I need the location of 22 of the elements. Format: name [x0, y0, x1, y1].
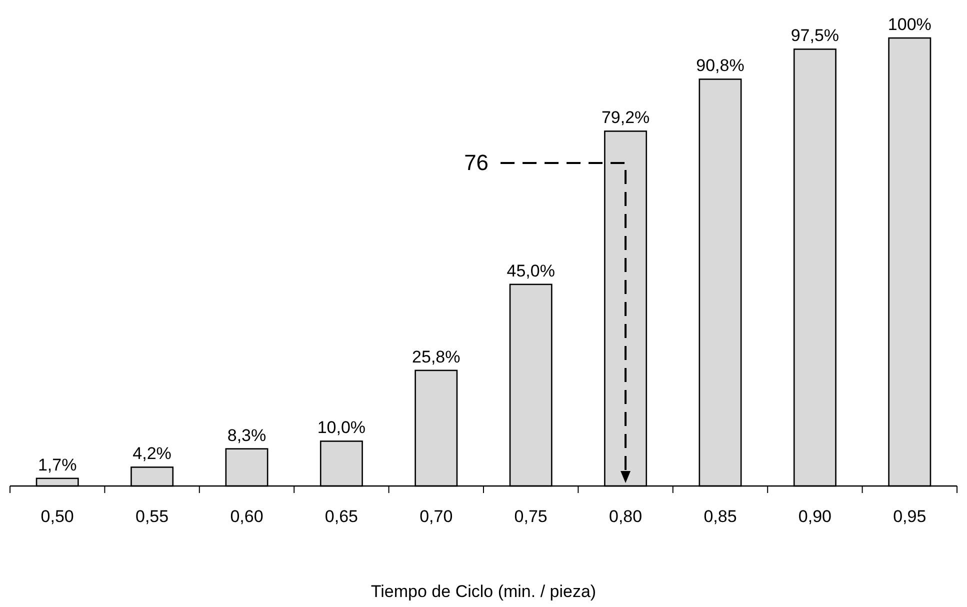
data-label: 1,7% — [38, 455, 77, 474]
data-label: 8,3% — [227, 426, 266, 445]
data-label: 90,8% — [696, 56, 744, 76]
annotation: 76 — [464, 150, 489, 175]
x-tick-label: 0,50 — [40, 507, 74, 526]
x-tick-label: 0,75 — [514, 507, 548, 526]
x-axis-title: Tiempo de Ciclo (min. / pieza) — [370, 582, 596, 601]
data-label: 4,2% — [132, 444, 172, 464]
data-label: 25,8% — [412, 347, 460, 366]
x-tick-label: 0,85 — [704, 507, 737, 526]
x-tick-label: 0,70 — [420, 507, 453, 526]
x-tick-label: 0,55 — [136, 507, 169, 526]
x-tick-label: 0,60 — [230, 507, 264, 526]
x-tick-label: 0,90 — [798, 507, 832, 526]
x-tick-label: 0,65 — [324, 507, 358, 526]
x-tick-label: 0,80 — [609, 507, 642, 526]
data-label: 97,5% — [790, 26, 840, 46]
data-label: 45,0% — [506, 261, 555, 280]
data-label: 100% — [888, 15, 932, 34]
data-label: 10,0% — [317, 418, 366, 438]
x-tick-label: 0,95 — [893, 507, 926, 526]
data-label: 79,2% — [601, 108, 650, 128]
